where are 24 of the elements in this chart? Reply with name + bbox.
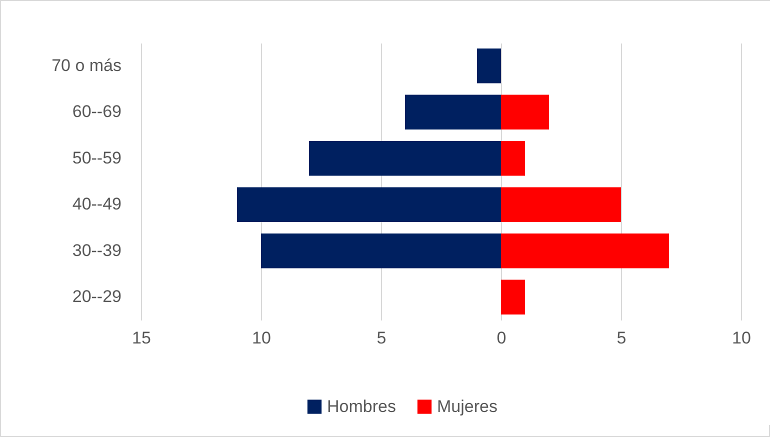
y-tick-label: 70 o más: [52, 56, 122, 75]
bar: [477, 48, 501, 84]
x-tick-label: 0: [496, 328, 506, 348]
legend-label: Hombres: [327, 396, 396, 416]
y-tick-label: 30--39: [72, 240, 122, 260]
x-tick-label: 5: [376, 328, 386, 348]
bar: [309, 141, 501, 176]
y-tick-label: 60--69: [72, 102, 122, 122]
legend-label: Mujeres: [437, 396, 498, 416]
y-tick-label: 50--59: [72, 148, 122, 168]
y-tick-label: 40--49: [72, 194, 122, 214]
x-tick-label: 10: [732, 328, 751, 348]
x-tick-label: 15: [132, 328, 151, 348]
bar: [237, 187, 501, 222]
y-tick-label: 20--29: [72, 287, 122, 306]
bar: [261, 234, 501, 268]
x-tick-label: 5: [616, 328, 626, 348]
x-tick-label: 10: [252, 328, 271, 348]
bar: [501, 280, 525, 314]
bar: [501, 187, 621, 222]
bar: [405, 94, 501, 130]
bar: [501, 234, 669, 268]
bar: [501, 94, 549, 130]
bar: [501, 141, 525, 176]
